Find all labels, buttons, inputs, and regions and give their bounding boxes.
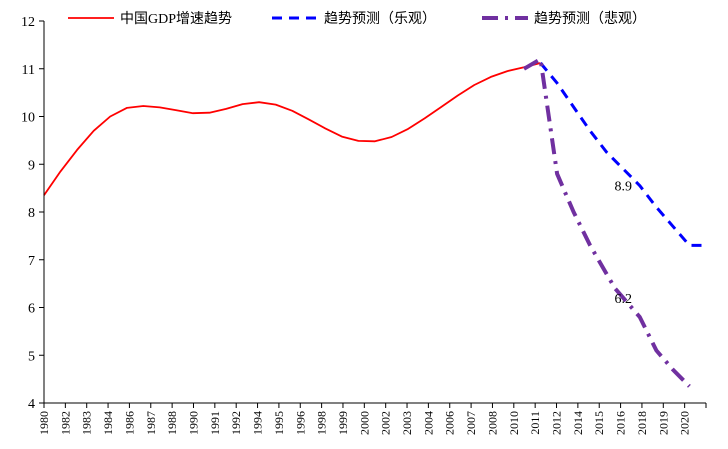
- x-tick-label: 1982: [58, 411, 72, 435]
- x-tick-label: 2007: [464, 411, 478, 435]
- x-tick-label: 2003: [400, 411, 414, 435]
- x-tick-label: 2006: [443, 411, 457, 435]
- x-tick-label: 2014: [571, 411, 585, 435]
- x-tick-label: 2018: [635, 411, 649, 435]
- x-tick-label: 2015: [592, 411, 606, 435]
- series-line-2: [539, 62, 706, 247]
- x-tick-label: 2000: [357, 411, 371, 435]
- data-label: 6.2: [615, 292, 633, 307]
- series-line-3: [522, 57, 691, 388]
- x-tick-label: 1983: [80, 411, 94, 435]
- y-tick-label: 8: [28, 206, 35, 221]
- x-tick-label: 2019: [656, 411, 670, 435]
- series-line-1: [43, 62, 541, 196]
- legend-label-1: 中国GDP增速趋势: [120, 11, 232, 27]
- x-tick-label: 1986: [122, 411, 136, 435]
- legend-label-2: 趋势预测（乐观）: [324, 11, 436, 27]
- x-tick-label: 2002: [379, 411, 393, 435]
- y-tick-label: 9: [28, 158, 35, 173]
- annotation-layer: 8.9 6.2: [615, 180, 633, 307]
- x-tick-label: 1987: [144, 411, 158, 435]
- x-tick-label: 2020: [678, 411, 692, 435]
- x-ticks: 1980 1982 1983 1984 1986 1987 1988 1990 1991 1992…: [37, 403, 707, 435]
- plot-area: 8.9 6.2: [43, 57, 706, 388]
- y-ticks: 4 5 6 7 8 9 10 11 12: [21, 15, 44, 412]
- x-tick-label: 2004: [421, 411, 435, 435]
- y-tick-label: 10: [21, 111, 35, 126]
- x-tick-label: 1994: [251, 411, 265, 435]
- y-tick-label: 11: [22, 63, 35, 78]
- x-tick-label: 1990: [186, 411, 200, 435]
- y-tick-label: 6: [28, 302, 35, 317]
- x-tick-label: 1999: [336, 411, 350, 435]
- x-tick-label: 1992: [229, 411, 243, 435]
- x-tick-label: 2010: [507, 411, 521, 435]
- x-tick-label: 2011: [528, 411, 542, 435]
- data-label: 8.9: [615, 180, 633, 195]
- legend: 中国GDP增速趋势 趋势预测（乐观） 趋势预测（悲观）: [68, 10, 646, 27]
- x-tick-label: 2016: [614, 411, 628, 435]
- x-tick-label: 1980: [37, 411, 51, 435]
- x-tick-label: 1984: [101, 411, 115, 435]
- series-layer: [43, 57, 706, 388]
- y-tick-label: 7: [28, 254, 35, 269]
- x-tick-label: 1988: [165, 411, 179, 435]
- x-tick-label: 2008: [485, 411, 499, 435]
- y-tick-label: 12: [21, 15, 35, 30]
- x-tick-label: 1996: [293, 411, 307, 435]
- x-tick-label: 2012: [550, 411, 564, 435]
- y-tick-label: 4: [28, 397, 35, 412]
- legend-label-3: 趋势预测（悲观）: [534, 10, 646, 27]
- x-tick-label: 1995: [272, 411, 286, 435]
- x-tick-label: 1991: [208, 411, 222, 435]
- x-tick-label: 1998: [315, 411, 329, 435]
- y-tick-label: 5: [28, 349, 35, 364]
